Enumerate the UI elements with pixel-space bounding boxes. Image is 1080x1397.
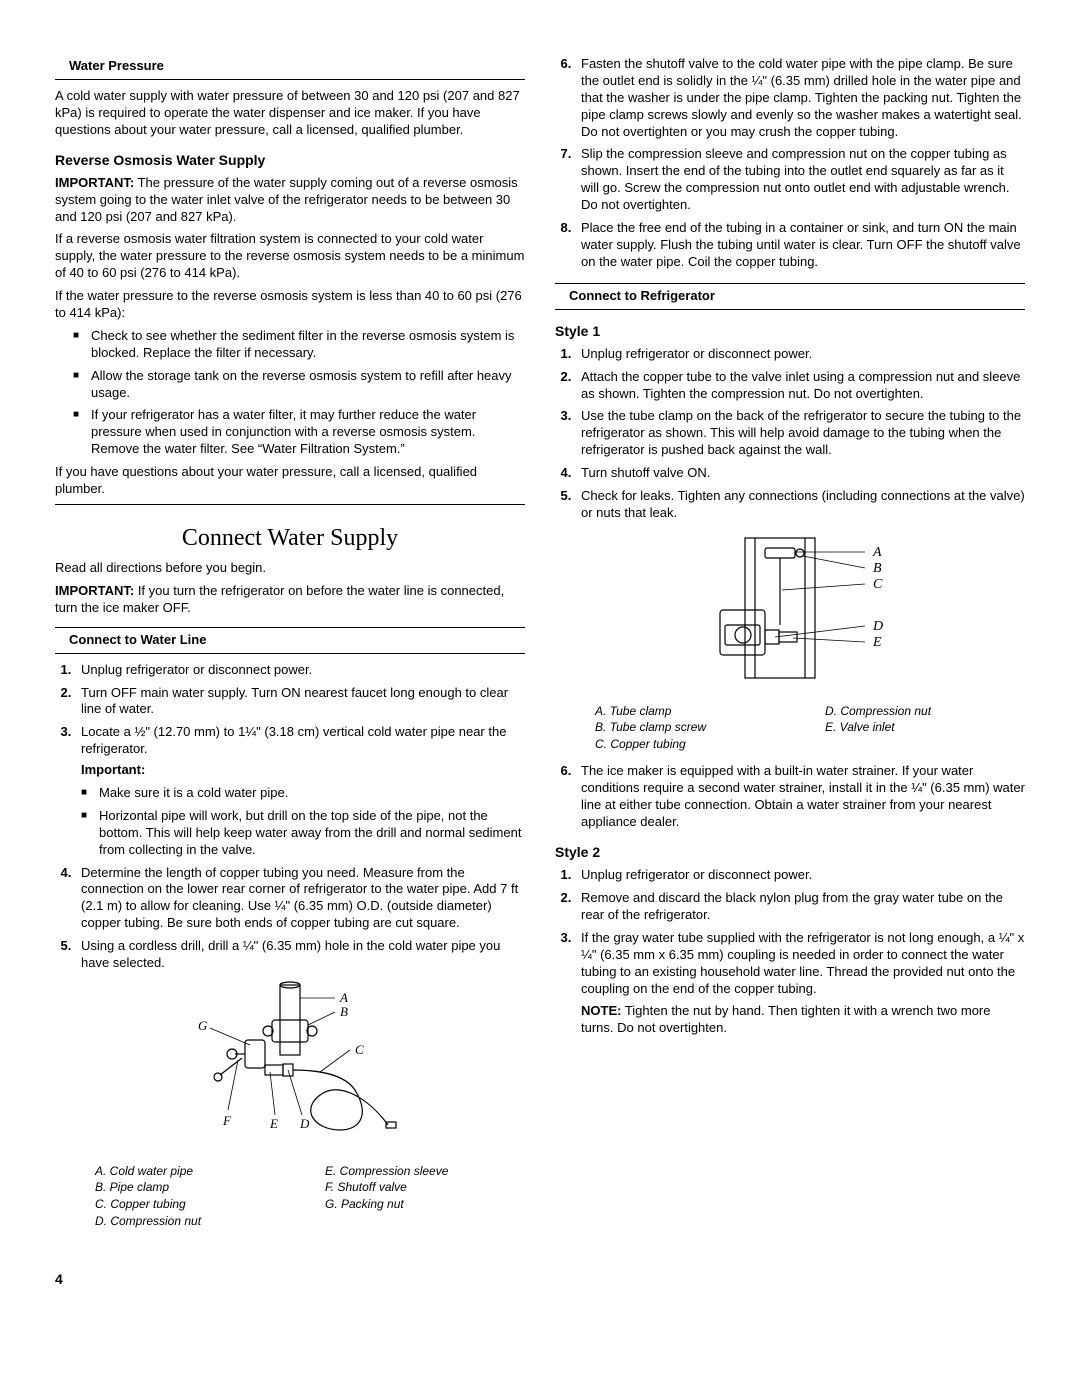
- svg-text:A: A: [339, 990, 348, 1005]
- step: Place the free end of the tubing in a co…: [575, 220, 1025, 271]
- style2-steps: Unplug refrigerator or disconnect power.…: [555, 867, 1025, 1037]
- svg-text:A: A: [872, 545, 882, 560]
- ro-bullet: If your refrigerator has a water filter,…: [73, 407, 525, 458]
- connect-water-line-heading: Connect to Water Line: [55, 627, 525, 654]
- svg-text:B: B: [340, 1004, 348, 1019]
- step: Attach the copper tube to the valve inle…: [575, 369, 1025, 403]
- water-line-steps-cont: Fasten the shutoff valve to the cold wat…: [555, 56, 1025, 271]
- style2-heading: Style 2: [555, 843, 1025, 861]
- figure1-legend: A. Cold water pipe B. Pipe clamp C. Copp…: [95, 1163, 525, 1230]
- svg-text:C: C: [873, 577, 883, 592]
- connect-water-supply-heading: Connect Water Supply: [55, 523, 525, 554]
- figure-refrigerator-valve: A B C D E: [555, 530, 1025, 695]
- step: Using a cordless drill, drill a ¼" (6.35…: [75, 938, 525, 972]
- step: Remove and discard the black nylon plug …: [575, 890, 1025, 924]
- step: Fasten the shutoff valve to the cold wat…: [575, 56, 1025, 140]
- ro-heading: Reverse Osmosis Water Supply: [55, 151, 525, 169]
- step: Locate a ½" (12.70 mm) to 1¼" (3.18 cm) …: [75, 724, 525, 858]
- connect-refrigerator-heading: Connect to Refrigerator: [555, 283, 1025, 310]
- cws-important: IMPORTANT: If you turn the refrigerator …: [55, 583, 525, 617]
- substep: Make sure it is a cold water pipe.: [81, 785, 525, 802]
- step: Turn OFF main water supply. Turn ON near…: [75, 685, 525, 719]
- water-line-steps: Unplug refrigerator or disconnect power.…: [55, 662, 525, 972]
- ro-p2: If a reverse osmosis water filtration sy…: [55, 231, 525, 282]
- step: Unplug refrigerator or disconnect power.: [75, 662, 525, 679]
- svg-text:E: E: [872, 635, 882, 650]
- svg-text:G: G: [198, 1018, 208, 1033]
- svg-text:C: C: [355, 1042, 364, 1057]
- step: If the gray water tube supplied with the…: [575, 930, 1025, 1037]
- step: Check for leaks. Tighten any connections…: [575, 488, 1025, 522]
- ro-p4: If you have questions about your water p…: [55, 464, 525, 498]
- step: Determine the length of copper tubing yo…: [75, 865, 525, 933]
- ro-p3: If the water pressure to the reverse osm…: [55, 288, 525, 322]
- ro-bullet: Check to see whether the sediment filter…: [73, 328, 525, 362]
- style1-heading: Style 1: [555, 322, 1025, 340]
- right-column: Fasten the shutoff valve to the cold wat…: [555, 50, 1025, 1288]
- ro-bullets: Check to see whether the sediment filter…: [55, 328, 525, 458]
- svg-text:D: D: [872, 619, 883, 634]
- step: Unplug refrigerator or disconnect power.: [575, 346, 1025, 363]
- svg-text:B: B: [873, 561, 882, 576]
- figure-shutoff-valve: A B C D E F G: [55, 980, 525, 1155]
- water-pressure-heading: Water Pressure: [55, 58, 525, 80]
- ro-bullet: Allow the storage tank on the reverse os…: [73, 368, 525, 402]
- water-pressure-text: A cold water supply with water pressure …: [55, 88, 525, 139]
- ro-important: IMPORTANT: The pressure of the water sup…: [55, 175, 525, 226]
- svg-text:D: D: [299, 1116, 310, 1131]
- step: Unplug refrigerator or disconnect power.: [575, 867, 1025, 884]
- svg-text:F: F: [222, 1113, 232, 1128]
- step: Slip the compression sleeve and compress…: [575, 146, 1025, 214]
- step: Turn shutoff valve ON.: [575, 465, 1025, 482]
- style1-steps: Unplug refrigerator or disconnect power.…: [555, 346, 1025, 522]
- style1-steps-cont: The ice maker is equipped with a built-i…: [555, 763, 1025, 831]
- page-number: 4: [55, 1270, 525, 1288]
- left-column: Water Pressure A cold water supply with …: [55, 50, 525, 1288]
- step: The ice maker is equipped with a built-i…: [575, 763, 1025, 831]
- step: Use the tube clamp on the back of the re…: [575, 408, 1025, 459]
- figure2-legend: A. Tube clamp B. Tube clamp screw C. Cop…: [595, 703, 1025, 754]
- svg-text:E: E: [269, 1116, 278, 1131]
- substep: Horizontal pipe will work, but drill on …: [81, 808, 525, 859]
- cws-p1: Read all directions before you begin.: [55, 560, 525, 577]
